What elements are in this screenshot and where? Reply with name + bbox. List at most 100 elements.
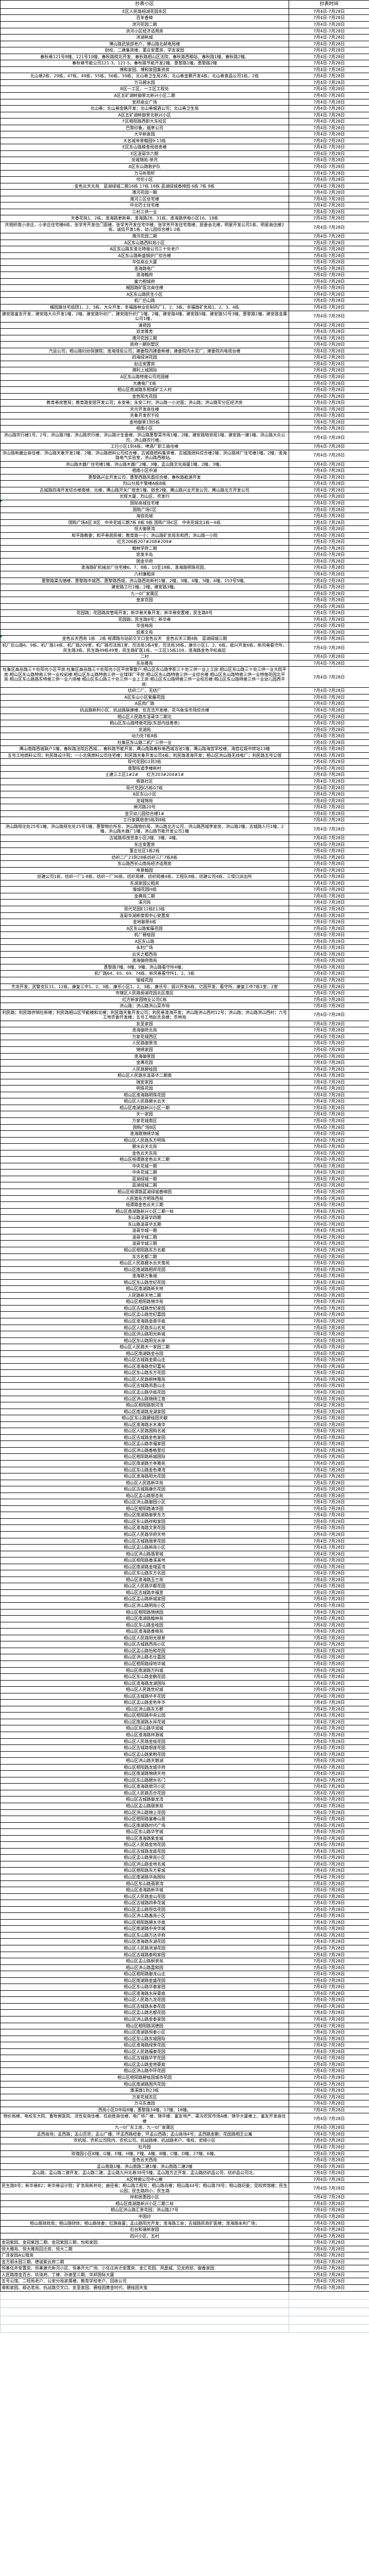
cell-area[interactable]: 洪山路规化处25号1幢，洪山路规化处25号1幢，惠黎物价所东，洪山路物价局，洪山…	[0, 823, 289, 835]
cell-time[interactable]: 7月4日-7月28日	[289, 834, 369, 842]
cell-area[interactable]: E区人民路桓湖花园东区	[0, 8, 289, 15]
cell-area[interactable]: 春秋巷121号8幢，121号10幢，春秋路皖北开发，春秋路相山区法院，春秋路西粮…	[0, 53, 289, 61]
cell-time[interactable]: 7月4日-7月28日	[289, 2239, 369, 2246]
cell-time[interactable]: 7月4日-7月28日	[289, 1848, 369, 1855]
cell-area[interactable]: 龙城锦苑	[0, 797, 289, 805]
cell-time[interactable]: 7月4日-7月28日	[289, 1273, 369, 1280]
cell-time[interactable]: 7月4日-7月28日	[289, 1990, 369, 1997]
cell-area[interactable]: 工行小区1到4栋，啤酒厂职工商住楼	[0, 443, 289, 450]
cell-area[interactable]: 石台和谐新家园	[0, 2226, 289, 2233]
cell-area[interactable]: 相山区南湖路金谷园	[0, 1350, 289, 1358]
cell-area[interactable]: A区东山小区	[0, 791, 289, 798]
cell-area[interactable]: 天象开发农干校	[0, 412, 289, 419]
cell-area[interactable]: 龙湖苑	[0, 726, 289, 734]
cell-area[interactable]: 百年香樟	[0, 14, 289, 22]
cell-area[interactable]: 淮海御府北苑	[0, 1027, 289, 1034]
cell-area[interactable]: 淮海翰府	[0, 272, 289, 279]
cell-time[interactable]: 7月4日-7月28日	[289, 1686, 369, 1693]
cell-area[interactable]: 相山区南湖路万科城	[0, 1667, 289, 1674]
cell-time[interactable]: 7月4日-7月28日	[289, 925, 369, 933]
cell-time[interactable]: 7月4日-7月28日	[289, 1725, 369, 1732]
cell-area[interactable]: A区肉厂路	[0, 700, 289, 707]
cell-area[interactable]: B区一工区，一工区工程处	[0, 86, 289, 93]
cell-area[interactable]: 相山区淮海路紫金城	[0, 1835, 289, 1842]
cell-time[interactable]: 7月4日-7月28日	[289, 1680, 369, 1687]
cell-time[interactable]: 7月4日-7月28日	[289, 867, 369, 874]
cell-area[interactable]: 相山区南湖路恒泰小区	[0, 2029, 289, 2036]
cell-time[interactable]: 7月4日-7月28日	[289, 1156, 369, 1163]
cell-time-empty[interactable]	[289, 2324, 369, 2333]
cell-area[interactable]: 惠黎路7幢，8幢，9幢，洪山路看守所4幢，	[0, 963, 289, 971]
cell-area[interactable]: 相山区东山路金色港湾	[0, 1466, 289, 1474]
cell-time[interactable]: 7月4日-7月28日	[289, 2074, 369, 2081]
cell-time[interactable]: 7月4日-7月28日	[289, 1421, 369, 1429]
cell-time[interactable]: 7月4日-7月28日	[289, 1253, 369, 1261]
cell-time[interactable]: 7月4日-7月28日	[289, 1317, 369, 1325]
cell-area[interactable]: 濉河花园一期	[0, 189, 289, 196]
cell-time[interactable]: 7月4日-7月28日	[289, 473, 369, 481]
cell-area[interactable]: A区东山路救护队	[0, 163, 289, 171]
cell-area[interactable]: 相山区淮海路新华城	[0, 1887, 289, 1894]
cell-time[interactable]: 7月4日-7月28日	[289, 399, 369, 406]
cell-area[interactable]: A区五矿湖畔御景北新兴小区二期	[0, 92, 289, 99]
cell-time[interactable]: 7月4日-7月28日	[289, 726, 369, 734]
cell-time[interactable]: 7月4日-7月28日	[289, 951, 369, 958]
cell-time[interactable]: 7月4日-7月28日	[289, 27, 369, 35]
cell-time[interactable]: 7月4日-7月28日	[289, 1938, 369, 1945]
cell-time[interactable]: 7月4日-7月28日	[289, 1331, 369, 1338]
cell-area[interactable]: 大名城帝景翰园9-13栋	[0, 137, 289, 145]
cell-time[interactable]: 7月4日-7月28日	[289, 532, 369, 539]
cell-area[interactable]: 人民路御景湾	[0, 1040, 289, 1047]
cell-area[interactable]: 孟山南路1幢，洪山南路二建1幢，洪山南路二建2幢	[0, 2163, 289, 2171]
cell-time[interactable]: 7月4日-7月28日	[289, 1182, 369, 1190]
cell-time[interactable]: 7月4日-7月28日	[289, 1111, 369, 1118]
cell-time[interactable]: 7月4日-7月28日	[289, 629, 369, 636]
cell-time[interactable]: 7月4日-7月28日	[289, 526, 369, 533]
cell-time[interactable]: 7月4日-7月28日	[289, 1085, 369, 1092]
cell-area[interactable]: 淮海路万象城	[0, 1273, 289, 1280]
cell-time[interactable]: 7月4日-7月28日	[289, 687, 369, 694]
cell-time[interactable]: 7月4日-7月28日	[289, 1512, 369, 1519]
cell-area[interactable]: 相山区古城路金色家园	[0, 1434, 289, 1442]
cell-time-empty[interactable]	[289, 2315, 369, 2325]
cell-area[interactable]: 机厂后山路6、9栋，机厂路14栋，机厂路209室，机厂路司法局1室，司法局1栋4…	[0, 641, 289, 654]
cell-area[interactable]: 洪山路农行楼1号，2号，洪山路7幢，洪山路农行楼，洪山路计生委楼，洪山路惠黎菜市…	[0, 431, 289, 444]
cell-time[interactable]: 7月4日-7月28日	[289, 2207, 369, 2214]
cell-time[interactable]: 7月4日-7月28日	[289, 347, 369, 355]
cell-time[interactable]: 7月4日-7月28日	[289, 622, 369, 630]
cell-time[interactable]: 7月4日-7月28日	[289, 860, 369, 868]
cell-area[interactable]: 金色云天北苑 蓝湖绿城二期16栋 17栋 18栋 蓝湖绿城香樟园 6栋 7栋 8…	[0, 182, 289, 190]
cell-time[interactable]: 7月4日-7月28日	[289, 1473, 369, 1480]
cell-area[interactable]: 土建三工区1#2# 红方203#204#1#	[0, 771, 289, 779]
cell-time[interactable]: 7月4日-7月28日	[289, 2194, 369, 2201]
cell-area[interactable]: 滨河花园二期	[0, 21, 289, 28]
cell-area[interactable]: 五号公馆、二轻局老户、公安分局家属楼、教育学校老户、回收公司	[0, 2278, 289, 2285]
cell-time[interactable]: 7月4日-7月28日	[289, 938, 369, 945]
cell-area[interactable]: 相山区洪山路金泰家园	[0, 2016, 289, 2023]
cell-area[interactable]: 机厂后山路	[0, 297, 289, 304]
cell-time[interactable]: 7月4日-7月28日	[289, 590, 369, 598]
cell-area[interactable]: 相山区东山路华润城	[0, 1725, 289, 1732]
cell-time[interactable]: 7月4日-7月28日	[289, 1583, 369, 1590]
cell-time[interactable]: 7月4日-7月28日	[289, 105, 369, 112]
cell-time[interactable]: 7月4日-7月28日	[289, 1757, 369, 1765]
cell-time[interactable]: 7月4日-7月28日	[289, 1699, 369, 1706]
cell-area[interactable]: 闸河路20号	[0, 804, 289, 811]
cell-time[interactable]: 7月4日-7月28日	[289, 1104, 369, 1112]
cell-area[interactable]: 万马东逸园	[0, 2100, 289, 2107]
cell-time[interactable]: 7月4日-7月28日	[289, 1718, 369, 1726]
cell-time[interactable]: 7月4日-7月28日	[289, 86, 369, 93]
cell-time[interactable]: 7月4日-7月28日	[289, 1246, 369, 1254]
cell-time[interactable]: 7月4日-7月28日	[289, 393, 369, 400]
cell-area[interactable]: 相山区孟山路枫景苑	[0, 1958, 289, 1965]
cell-time[interactable]: 7月4日-7月28日	[289, 823, 369, 835]
cell-time[interactable]: 7月4日-7月28日	[289, 291, 369, 298]
cell-area[interactable]: 金地御景6栋	[0, 919, 289, 926]
cell-area[interactable]: 相山区淮海路东湖花园	[0, 1938, 289, 1945]
cell-area[interactable]: 海容尚城	[0, 513, 289, 520]
cell-area[interactable]: 相山区相阳路润德园	[0, 2022, 289, 2030]
cell-time[interactable]: 7月4日-7月28日	[289, 1803, 369, 1810]
cell-time[interactable]: 7月4日-7月28日	[289, 1304, 369, 1312]
cell-area[interactable]: 红方新家园物业公司C栋	[0, 996, 289, 1004]
cell-time[interactable]: 7月4日-7月28日	[289, 957, 369, 964]
